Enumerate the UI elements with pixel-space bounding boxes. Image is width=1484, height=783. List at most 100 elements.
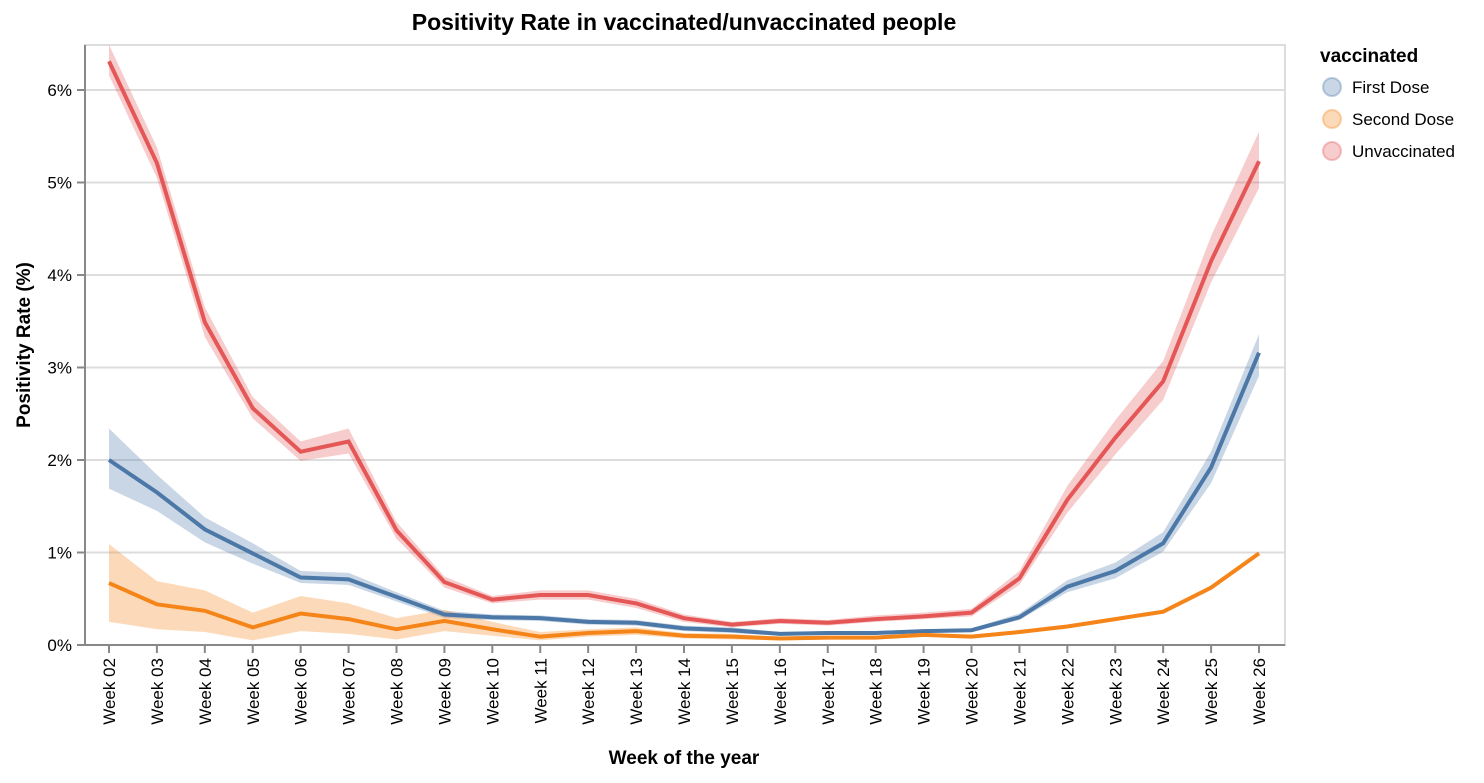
point-unvaccinated bbox=[1113, 436, 1117, 440]
point-unvaccinated bbox=[155, 161, 159, 165]
point-second-dose bbox=[730, 635, 734, 639]
x-tick-label: Week 23 bbox=[1106, 658, 1125, 725]
y-tick-label: 0% bbox=[47, 636, 72, 655]
point-first-dose bbox=[490, 615, 494, 619]
point-unvaccinated bbox=[1257, 159, 1261, 163]
point-second-dose bbox=[682, 634, 686, 638]
point-second-dose bbox=[299, 612, 303, 616]
point-unvaccinated bbox=[299, 450, 303, 454]
x-tick-label: Week 05 bbox=[244, 658, 263, 725]
x-tick-label: Week 08 bbox=[388, 658, 407, 725]
point-unvaccinated bbox=[1209, 259, 1213, 263]
point-first-dose bbox=[586, 620, 590, 624]
point-first-dose bbox=[1017, 615, 1021, 619]
point-second-dose bbox=[1017, 630, 1021, 634]
x-tick-label: Week 14 bbox=[675, 658, 694, 725]
point-first-dose bbox=[442, 612, 446, 616]
point-unvaccinated bbox=[730, 623, 734, 627]
gridlines bbox=[85, 89, 1285, 646]
point-unvaccinated bbox=[395, 528, 399, 532]
x-tick-label: Week 12 bbox=[579, 658, 598, 725]
point-second-dose bbox=[251, 625, 255, 629]
point-second-dose bbox=[347, 617, 351, 621]
point-first-dose bbox=[730, 628, 734, 632]
point-first-dose bbox=[1161, 541, 1165, 545]
band-unvaccinated bbox=[109, 44, 1259, 628]
x-tick-label: Week 21 bbox=[1010, 658, 1029, 725]
point-second-dose bbox=[442, 619, 446, 623]
point-unvaccinated bbox=[347, 440, 351, 444]
axes: 0% 1% 2% 3% 4% 5% 6% Week 02 Week 03 Week 04 Week … bbox=[47, 45, 1285, 725]
x-tick-label: Week 07 bbox=[340, 658, 359, 725]
legend-item[interactable]: Unvaccinated bbox=[1322, 141, 1455, 161]
point-first-dose bbox=[251, 551, 255, 555]
line-second-dose bbox=[108, 551, 1261, 641]
point-second-dose bbox=[922, 633, 926, 637]
point-first-dose bbox=[1209, 465, 1213, 469]
point-unvaccinated bbox=[778, 619, 782, 623]
point-first-dose bbox=[922, 629, 926, 633]
point-second-dose bbox=[155, 602, 159, 606]
band-second-dose bbox=[109, 544, 1259, 641]
x-tick-label: Week 10 bbox=[483, 658, 502, 725]
y-tick-label: 2% bbox=[47, 451, 72, 470]
point-second-dose bbox=[1209, 586, 1213, 590]
x-tick-label: Week 22 bbox=[1058, 658, 1077, 725]
point-first-dose bbox=[682, 626, 686, 630]
point-unvaccinated bbox=[874, 617, 878, 621]
point-unvaccinated bbox=[922, 614, 926, 618]
point-second-dose bbox=[1161, 610, 1165, 614]
x-tick-label: Week 02 bbox=[100, 658, 119, 725]
point-unvaccinated bbox=[682, 616, 686, 620]
point-second-dose bbox=[1257, 551, 1261, 555]
point-first-dose bbox=[1113, 569, 1117, 573]
point-first-dose bbox=[107, 458, 111, 462]
x-tick-label: Week 17 bbox=[819, 658, 838, 725]
point-unvaccinated bbox=[107, 59, 111, 63]
point-first-dose bbox=[299, 575, 303, 579]
series-lines bbox=[107, 59, 1261, 641]
point-unvaccinated bbox=[490, 598, 494, 602]
x-axis-title: Week of the year bbox=[609, 748, 760, 769]
point-second-dose bbox=[107, 581, 111, 585]
legend-label: First Dose bbox=[1352, 78, 1429, 97]
legend-swatch-icon bbox=[1322, 141, 1342, 161]
x-tick-label: Week 16 bbox=[771, 658, 790, 725]
point-first-dose bbox=[778, 632, 782, 636]
legend-label: Unvaccinated bbox=[1352, 142, 1455, 161]
point-unvaccinated bbox=[1161, 379, 1165, 383]
line-first-dose bbox=[107, 351, 1261, 636]
point-first-dose bbox=[1257, 351, 1261, 355]
legend-item[interactable]: Second Dose bbox=[1322, 109, 1454, 129]
point-second-dose bbox=[970, 635, 974, 639]
x-tick-label: Week 04 bbox=[196, 658, 215, 725]
point-unvaccinated bbox=[251, 406, 255, 410]
point-first-dose bbox=[538, 616, 542, 620]
point-first-dose bbox=[634, 621, 638, 625]
y-axis-title: Positivity Rate (%) bbox=[14, 262, 35, 428]
x-tick-label: Week 09 bbox=[435, 658, 454, 725]
point-second-dose bbox=[874, 636, 878, 640]
point-unvaccinated bbox=[1017, 576, 1021, 580]
x-tick-label: Week 03 bbox=[148, 658, 167, 725]
legend-title: vaccinated bbox=[1320, 46, 1418, 67]
y-tick-label: 5% bbox=[47, 174, 72, 193]
x-tick-label: Week 06 bbox=[292, 658, 311, 725]
point-first-dose bbox=[874, 631, 878, 635]
point-second-dose bbox=[586, 631, 590, 635]
chart-title: Positivity Rate in vaccinated/unvaccinat… bbox=[412, 9, 957, 35]
y-tick-label: 1% bbox=[47, 544, 72, 563]
point-second-dose bbox=[1065, 625, 1069, 629]
point-second-dose bbox=[1113, 617, 1117, 621]
point-first-dose bbox=[347, 577, 351, 581]
legend: vaccinated First Dose Second Dose Unvaccin… bbox=[1320, 46, 1455, 161]
x-tick-label: Week 24 bbox=[1154, 658, 1173, 725]
point-first-dose bbox=[155, 490, 159, 494]
legend-item[interactable]: First Dose bbox=[1322, 77, 1429, 97]
point-unvaccinated bbox=[586, 593, 590, 597]
point-first-dose bbox=[1065, 585, 1069, 589]
point-first-dose bbox=[203, 527, 207, 531]
y-tick-label: 6% bbox=[47, 81, 72, 100]
point-unvaccinated bbox=[442, 580, 446, 584]
